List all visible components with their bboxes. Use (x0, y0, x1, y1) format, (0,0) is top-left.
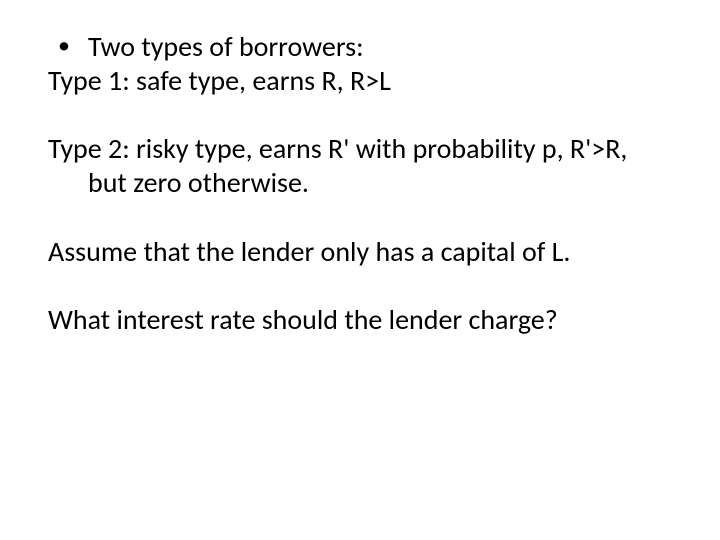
slide-body: • Two types of borrowers: Type 1: safe t… (0, 0, 720, 540)
assume-line: Assume that the lender only has a capita… (48, 235, 672, 269)
question-line: What interest rate should the lender cha… (48, 303, 672, 337)
bullet-icon: • (48, 30, 88, 62)
type1-line: Type 1: safe type, earns R, R>L (48, 64, 672, 98)
type2-line: Type 2: risky type, earns R' with probab… (48, 132, 672, 200)
bullet-item: • Two types of borrowers: (48, 30, 672, 64)
bullet-text: Two types of borrowers: (88, 30, 364, 64)
